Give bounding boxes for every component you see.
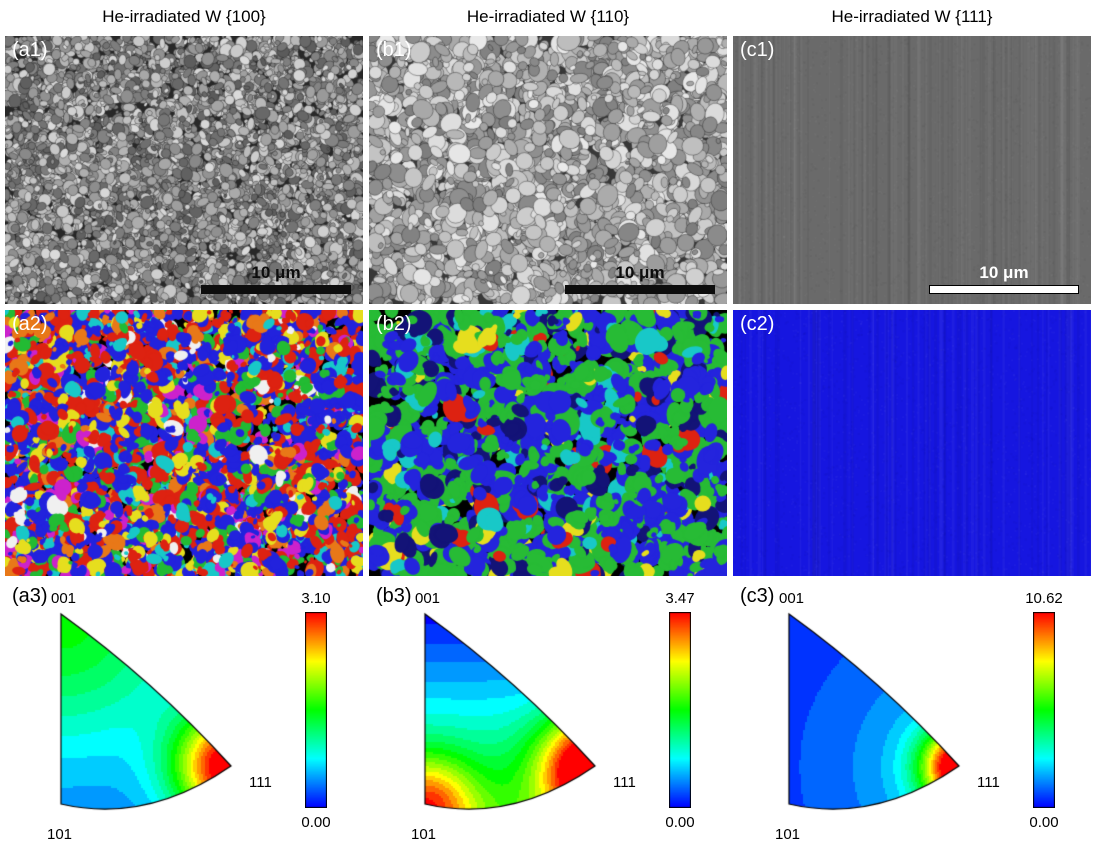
corner-label-101-a3: 101 xyxy=(47,826,73,843)
corner-label-111-c3: 111 xyxy=(977,774,1000,791)
panel-label-c3: (c3) xyxy=(740,585,775,607)
corner-label-001-a3: 001 xyxy=(51,590,77,607)
panel-label-b1: (b1) xyxy=(376,39,412,61)
scale-bar-text-b1: 10 μm xyxy=(615,263,665,282)
ipf-triangle-canvas-b3 xyxy=(399,608,609,836)
panel-label-b3: (b3) xyxy=(376,585,412,607)
ipf-triangle-canvas-c3 xyxy=(763,608,973,836)
orientation-map-canvas-a2 xyxy=(5,310,363,576)
orientation-map-panel-a2: (a2) xyxy=(5,310,363,576)
corner-label-111-a3: 111 xyxy=(249,774,272,791)
colorbar-max-c3: 10.62 xyxy=(1025,590,1063,607)
micrograph-panel-c1: (c1) 10 μm xyxy=(733,36,1091,304)
colorbar-min-b3: 0.00 xyxy=(665,814,695,831)
scale-bar-text-c1: 10 μm xyxy=(979,263,1029,282)
panel-label-a2: (a2) xyxy=(12,313,48,335)
colorbar-min-a3: 0.00 xyxy=(301,814,331,831)
micrograph-panel-a1: (a1) 10 μm xyxy=(5,36,363,304)
corner-label-001-b3: 001 xyxy=(415,590,441,607)
panel-label-a1: (a1) xyxy=(12,39,48,61)
scale-bar-line-b1 xyxy=(565,285,715,294)
orientation-map-canvas-c2 xyxy=(733,310,1091,576)
column-title-a: He-irradiated W {100} xyxy=(102,7,266,26)
scale-bar-c1: 10 μm xyxy=(929,263,1079,294)
colorbar-max-a3: 3.10 xyxy=(301,590,331,607)
panel-label-c1: (c1) xyxy=(740,39,775,61)
corner-label-101-c3: 101 xyxy=(775,826,801,843)
scale-bar-text-a1: 10 μm xyxy=(251,263,301,282)
orientation-map-panel-b2: (b2) xyxy=(369,310,727,576)
micrograph-canvas-c1 xyxy=(733,36,1091,304)
orientation-map-panel-c2: (c2) xyxy=(733,310,1091,576)
pole-figure-panel-a3: (a3) 001 101 111 3.10 0.00 xyxy=(5,582,363,850)
scale-bar-line-c1 xyxy=(929,285,1079,294)
column-title-b: He-irradiated W {110} xyxy=(466,7,630,26)
orientation-map-canvas-b2 xyxy=(369,310,727,576)
micrograph-panel-b1: (b1) 10 μm xyxy=(369,36,727,304)
corner-label-101-b3: 101 xyxy=(411,826,437,843)
colorbar-canvas-a3 xyxy=(305,612,327,808)
colorbar-canvas-c3 xyxy=(1033,612,1055,808)
micrograph-canvas-b1 xyxy=(369,36,727,304)
pole-figure-panel-b3: (b3) 001 101 111 3.47 0.00 xyxy=(369,582,727,850)
colorbar-max-b3: 3.47 xyxy=(665,590,695,607)
panel-label-a3: (a3) xyxy=(12,585,48,607)
scale-bar-b1: 10 μm xyxy=(565,263,715,294)
scale-bar-a1: 10 μm xyxy=(201,263,351,294)
micrograph-canvas-a1 xyxy=(5,36,363,304)
colorbar-canvas-b3 xyxy=(669,612,691,808)
panel-label-b2: (b2) xyxy=(376,313,412,335)
pole-figure-panel-c3: (c3) 001 101 111 10.62 0.00 xyxy=(733,582,1091,850)
panel-label-c2: (c2) xyxy=(740,313,775,335)
scale-bar-line-a1 xyxy=(201,285,351,294)
colorbar-min-c3: 0.00 xyxy=(1029,814,1059,831)
column-title-c: He-irradiated W {111} xyxy=(831,7,993,26)
corner-label-001-c3: 001 xyxy=(779,590,805,607)
ipf-triangle-canvas-a3 xyxy=(35,608,245,836)
corner-label-111-b3: 111 xyxy=(613,774,636,791)
